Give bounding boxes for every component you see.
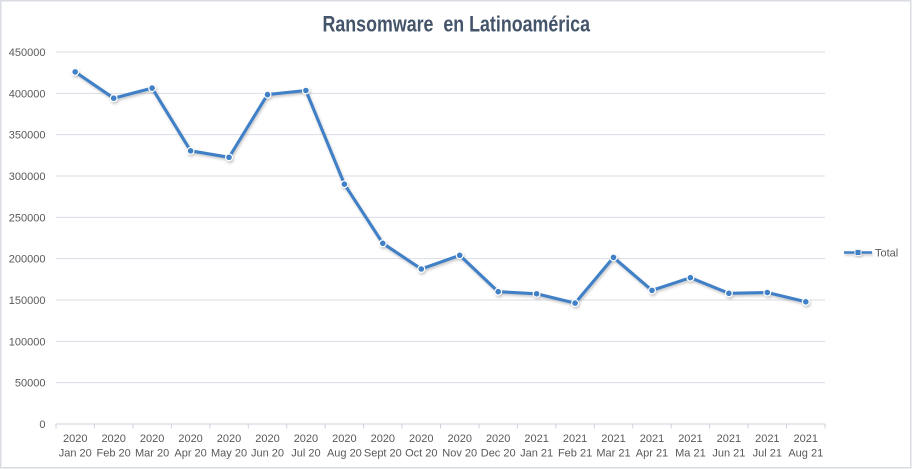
svg-text:0: 0 — [39, 419, 45, 431]
svg-text:2020: 2020 — [486, 433, 510, 445]
svg-text:2020: 2020 — [332, 433, 356, 445]
svg-text:2021: 2021 — [794, 433, 818, 445]
svg-text:Mar 20: Mar 20 — [135, 448, 169, 460]
svg-text:2020: 2020 — [101, 433, 125, 445]
svg-text:2020: 2020 — [294, 433, 318, 445]
svg-text:2021: 2021 — [755, 433, 779, 445]
svg-text:Feb 21: Feb 21 — [558, 448, 592, 460]
svg-text:2020: 2020 — [409, 433, 433, 445]
svg-text:2021: 2021 — [563, 433, 587, 445]
svg-text:Jun 20: Jun 20 — [251, 448, 284, 460]
svg-text:2020: 2020 — [371, 433, 395, 445]
svg-text:Sept 20: Sept 20 — [364, 448, 402, 460]
svg-text:300000: 300000 — [9, 171, 46, 183]
svg-text:2020: 2020 — [255, 433, 279, 445]
svg-text:2020: 2020 — [447, 433, 471, 445]
svg-text:Jul 20: Jul 20 — [291, 448, 320, 460]
svg-text:450000: 450000 — [9, 47, 46, 59]
svg-text:400000: 400000 — [9, 88, 46, 100]
svg-text:2020: 2020 — [63, 433, 87, 445]
svg-text:Apr 20: Apr 20 — [174, 448, 206, 460]
svg-text:Jan 21: Jan 21 — [520, 448, 553, 460]
svg-text:Jul 21: Jul 21 — [753, 448, 782, 460]
svg-text:2021: 2021 — [640, 433, 664, 445]
svg-text:Total: Total — [875, 248, 898, 260]
svg-text:2021: 2021 — [524, 433, 548, 445]
svg-text:Dec 20: Dec 20 — [481, 448, 516, 460]
svg-text:2021: 2021 — [717, 433, 741, 445]
svg-text:50000: 50000 — [15, 378, 46, 390]
svg-text:250000: 250000 — [9, 212, 46, 224]
svg-text:350000: 350000 — [9, 130, 46, 142]
svg-text:Oct 20: Oct 20 — [405, 448, 437, 460]
svg-text:2021: 2021 — [601, 433, 625, 445]
svg-text:Aug 21: Aug 21 — [788, 448, 823, 460]
svg-text:2020: 2020 — [140, 433, 164, 445]
svg-text:Mar 21: Mar 21 — [596, 448, 630, 460]
svg-text:100000: 100000 — [9, 336, 46, 348]
svg-text:Ransomware en Latinoamérica: Ransomware en Latinoamérica — [323, 12, 591, 37]
svg-text:2021: 2021 — [678, 433, 702, 445]
svg-text:Apr 21: Apr 21 — [636, 448, 668, 460]
svg-text:Nov 20: Nov 20 — [442, 448, 477, 460]
svg-text:2020: 2020 — [178, 433, 202, 445]
svg-text:Jun 21: Jun 21 — [712, 448, 745, 460]
svg-text:200000: 200000 — [9, 254, 46, 266]
svg-text:May 20: May 20 — [211, 448, 247, 460]
svg-text:Ma 21: Ma 21 — [675, 448, 706, 460]
svg-text:150000: 150000 — [9, 295, 46, 307]
svg-text:2020: 2020 — [217, 433, 241, 445]
svg-text:Feb 20: Feb 20 — [97, 448, 131, 460]
svg-text:Aug 20: Aug 20 — [327, 448, 362, 460]
svg-text:Jan 20: Jan 20 — [59, 448, 92, 460]
